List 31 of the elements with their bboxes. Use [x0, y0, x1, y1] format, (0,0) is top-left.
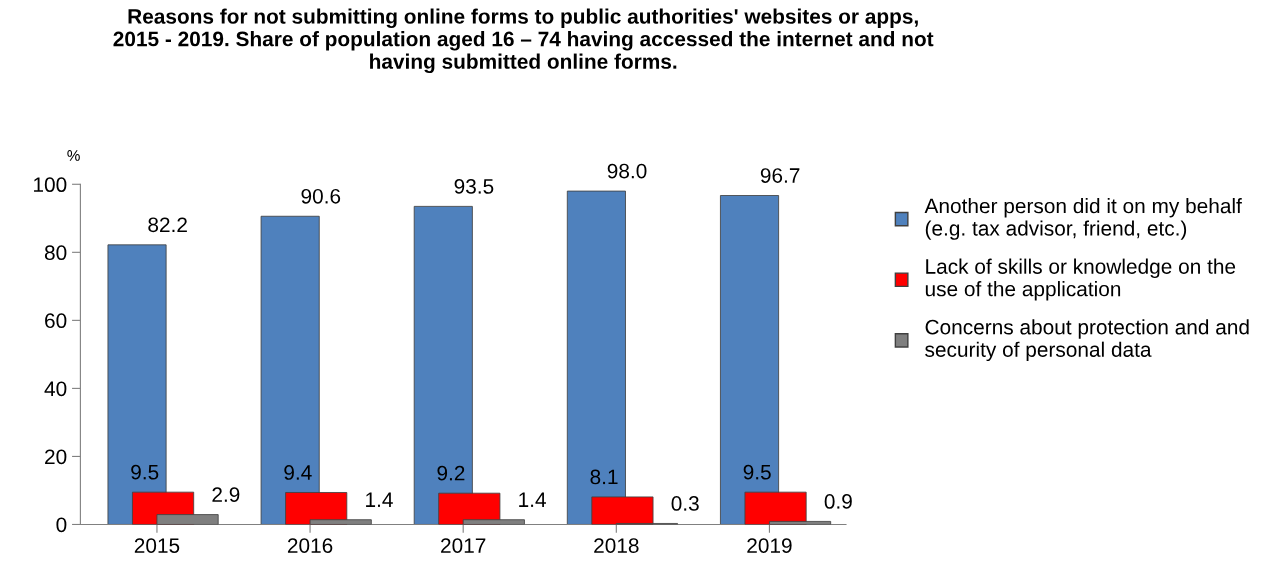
data-label: 0.3 — [671, 496, 699, 511]
chart-title: Reasons for not submitting online forms to public authorities' websites or apps, 2015 - 2019. Share of population aged 16 – 74 having accessed the internet and not having submitted online forms. — [113, 8, 934, 74]
data-label: 9.5 — [743, 464, 771, 480]
y-tick-label: 80 — [44, 245, 67, 261]
data-label: 9.2 — [437, 465, 465, 481]
y-tick-label: 20 — [45, 449, 67, 465]
y-tick-label: 0 — [56, 517, 67, 533]
data-label: 2.9 — [212, 487, 240, 502]
data-label: 98.0 — [607, 163, 647, 179]
x-tick-label: 2015 — [134, 538, 180, 553]
y-tick-label: 40 — [44, 381, 67, 397]
data-label: 96.7 — [760, 168, 800, 183]
data-label: 1.4 — [366, 492, 393, 507]
data-label: 1.4 — [519, 492, 546, 507]
legend-label: Concerns about protection and and security of personal data — [925, 319, 1249, 362]
y-axis-title: % — [67, 150, 80, 161]
x-tick-label: 2016 — [287, 538, 333, 553]
y-tick-label: 100 — [34, 177, 67, 193]
legend-label: Another person did it on my behalf (e.g. tax advisor, friend, etc.) — [924, 197, 1242, 240]
data-label: 9.5 — [131, 464, 159, 480]
data-label: 0.9 — [824, 494, 852, 509]
legend-label: Lack of skills or knowledge on the use of the application — [925, 258, 1236, 301]
data-label: 9.4 — [284, 465, 312, 480]
data-label: 82.2 — [148, 217, 187, 233]
x-tick-label: 2018 — [594, 538, 639, 553]
data-label: 93.5 — [454, 179, 494, 194]
x-tick-label: 2019 — [747, 538, 792, 553]
data-label: 90.6 — [301, 188, 341, 204]
data-label: 8.1 — [590, 469, 618, 485]
y-tick-label: 60 — [45, 313, 67, 329]
x-tick-label: 2017 — [441, 538, 486, 553]
